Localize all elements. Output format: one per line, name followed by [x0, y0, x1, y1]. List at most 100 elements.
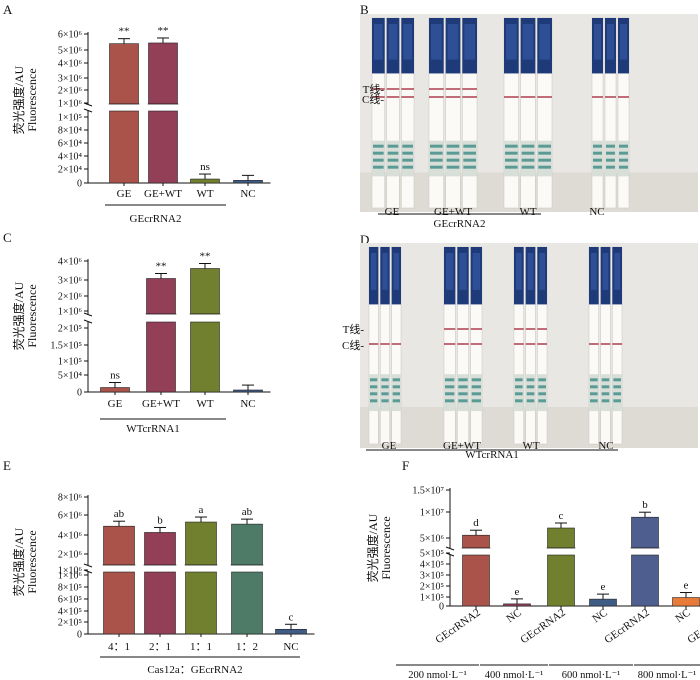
panel-d: D T线- C线- GE GE+WT WT NC WTcrRNA1	[342, 232, 698, 461]
axis-break-mark	[83, 319, 93, 324]
test-strip	[457, 246, 469, 445]
strip-cap-label	[620, 24, 627, 60]
significance-label: **	[119, 26, 130, 38]
y-tick-label: 2×10⁶	[58, 86, 83, 97]
strip-cap-label	[522, 24, 534, 60]
panel-letter: E	[3, 458, 11, 473]
test-line	[429, 88, 444, 90]
strip-pad-mark	[430, 165, 443, 169]
strip-pad-mark	[538, 144, 551, 148]
axis-break-mark	[445, 546, 455, 551]
strip-pad-mark	[593, 144, 602, 148]
significance-label: c	[289, 611, 294, 623]
test-strip	[537, 17, 553, 209]
strip-pad-mark	[392, 378, 400, 382]
strip-pad-mark	[387, 158, 399, 162]
strip-pad-mark	[381, 392, 389, 396]
test-strip	[445, 17, 461, 209]
significance-label: e	[515, 586, 520, 598]
test-strip	[401, 17, 415, 209]
x-tick-label: WT	[196, 398, 213, 410]
test-strip	[428, 17, 444, 209]
test-strip	[525, 246, 536, 445]
axis-break-mark	[83, 563, 93, 568]
strip-pad-mark	[402, 165, 413, 169]
strip-pad-mark	[445, 399, 455, 403]
panel-a: A 荧光强度/AUFluorescence 6×10⁶ 5×10⁶ 4×10⁶ 3×10⁶…	[3, 2, 271, 225]
test-line	[401, 88, 414, 90]
test-strip	[470, 246, 483, 445]
test-strip	[600, 246, 611, 445]
x-tick-label: GEcrRNA2	[602, 607, 651, 647]
y-tick-label: 0	[77, 630, 82, 641]
bar-lower	[103, 571, 135, 635]
y-tick-label: 2×10⁶	[58, 292, 83, 303]
control-line	[386, 96, 400, 98]
x-tick-label: GE	[108, 398, 123, 410]
control-line-label: C线-	[342, 338, 364, 352]
strip-pad-mark	[373, 144, 384, 148]
strip-pad-mark	[471, 385, 481, 389]
strip-pad-mark	[593, 151, 602, 155]
control-line	[514, 343, 524, 345]
strip-pad-mark	[601, 385, 610, 389]
strip-cap-label	[403, 24, 412, 60]
strip-pad-mark	[463, 144, 476, 148]
bar-upper	[109, 43, 139, 105]
y-tick-label: 0	[77, 388, 82, 399]
panel-f: F 荧光强度/AUFluorescence 1.5×10⁷ 1×10⁷ 5×10⁶ 5×1…	[365, 458, 700, 680]
strip-pad-mark	[590, 399, 598, 403]
significance-label: d	[473, 517, 479, 529]
test-strip	[537, 246, 548, 445]
test-line	[470, 328, 482, 330]
y-axis-label-line: 荧光强度/AU	[365, 513, 380, 582]
y-axis-label-line: Fluorescence	[379, 516, 393, 579]
strip-pad-mark	[601, 392, 610, 396]
strip-pad-mark	[538, 392, 546, 396]
strip-pad-mark	[505, 144, 518, 148]
y-tick-label: 3×10⁵	[420, 571, 444, 582]
strip-pad-mark	[458, 399, 468, 403]
strip-cap-label	[602, 253, 609, 290]
strip-cap-label	[607, 24, 614, 60]
strip-pad-mark	[619, 151, 628, 155]
strip-pad-mark	[381, 399, 389, 403]
lane-label: GE+WT	[443, 440, 481, 452]
x-tick-label: 1：2	[236, 641, 258, 653]
control-line	[391, 343, 401, 345]
bar	[589, 598, 617, 607]
control-line	[369, 343, 379, 345]
strip-sample-pad	[605, 140, 616, 177]
strip-pad-mark	[402, 144, 413, 148]
lane-label: WT	[519, 206, 536, 218]
strip-pad-mark	[593, 158, 602, 162]
control-line	[605, 96, 616, 98]
strip-pad-mark	[392, 385, 400, 389]
y-tick-label: 6×10⁶	[58, 511, 83, 522]
test-line	[444, 328, 456, 330]
strip-pad-mark	[538, 385, 546, 389]
strip-pad-mark	[445, 378, 455, 382]
strip-pad-mark	[601, 378, 610, 382]
lane-label: GE	[382, 440, 397, 452]
y-tick-label: 2×10⁶	[58, 550, 83, 561]
strip-cap-label	[371, 253, 377, 290]
strip-pad-mark	[619, 144, 628, 148]
y-axis-label-line: 荧光强度/AU	[11, 527, 26, 596]
y-axis-label: 荧光强度/AUFluorescence	[11, 65, 39, 134]
y-tick-label: 0	[439, 602, 444, 613]
strip-pad-mark	[430, 144, 443, 148]
y-tick-label: 1×10⁷	[420, 508, 445, 519]
x-tick-label: NC	[504, 607, 523, 626]
strip-pad-mark	[590, 385, 598, 389]
bar-lower	[190, 321, 220, 393]
significance-label: **	[158, 25, 169, 37]
test-line	[445, 88, 461, 90]
strip-pad-mark	[538, 165, 551, 169]
bar-lower	[547, 554, 575, 607]
x-tick-label: GE	[117, 188, 132, 200]
strip-cap-label	[446, 253, 454, 290]
significance-label: ab	[242, 506, 253, 518]
control-line	[401, 96, 414, 98]
